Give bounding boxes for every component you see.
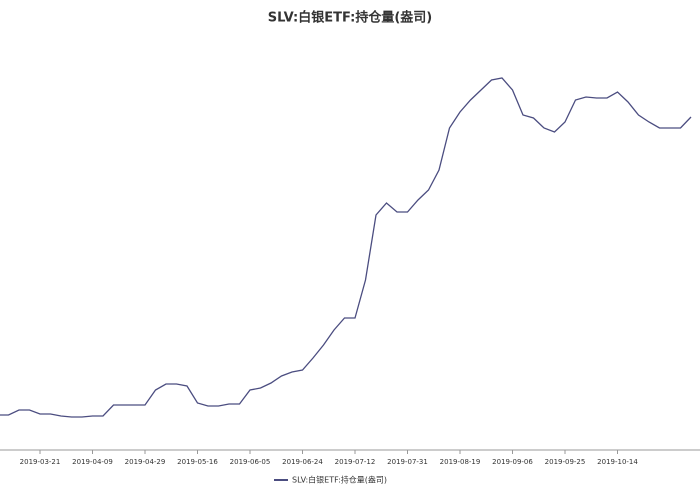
x-tick-label: 2019-03-21 (20, 458, 61, 466)
x-tick-label: 2019-09-25 (545, 458, 586, 466)
legend-label: SLV:白银ETF:持仓量(盎司) (292, 475, 387, 485)
x-tick-label: 2019-07-12 (335, 458, 376, 466)
x-tick-label: 2019-06-05 (230, 458, 271, 466)
series-line (0, 77, 692, 418)
x-tick-label: 2019-04-09 (72, 458, 113, 466)
x-tick-label: 2019-08-19 (440, 458, 481, 466)
chart-title: SLV:白银ETF:持仓量(盎司) (268, 10, 433, 26)
x-tick-label: 2019-10-14 (597, 458, 638, 466)
x-tick-label: 2019-06-24 (282, 458, 323, 466)
x-tick-label: 2019-05-16 (177, 458, 218, 466)
x-tick-label: 2019-04-29 (125, 458, 166, 466)
x-tick-label: 2019-09-06 (492, 458, 533, 466)
x-tick-label: 2019-07-31 (387, 458, 428, 466)
